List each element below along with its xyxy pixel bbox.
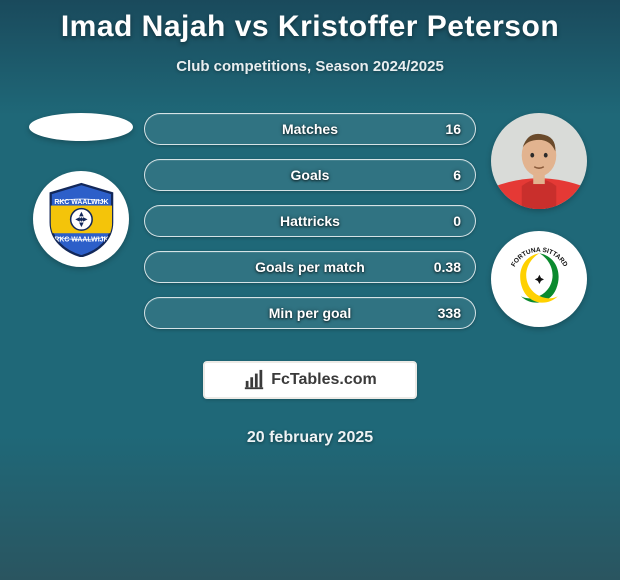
stat-value-right: 0 [439,213,475,229]
player-avatar-placeholder-left [29,113,133,141]
stat-label: Hattricks [280,213,340,229]
stat-value-right: 6 [439,167,475,183]
player-avatar-right [491,113,587,209]
stat-pill-matches: Matches 16 [144,113,476,145]
main-row: RKC WAALWIJK RKC WAALWIJK Matches 16 Goa… [0,113,620,447]
branding-badge: FcTables.com [203,361,417,399]
date-text: 20 february 2025 [247,429,373,447]
stat-label: Goals [291,167,330,183]
person-icon [491,113,587,209]
stat-pill-hattricks: Hattricks 0 [144,205,476,237]
subtitle: Club competitions, Season 2024/2025 [0,58,620,75]
club-crest-icon: FORTUNA SITTARD [501,241,578,318]
stat-label: Min per goal [269,305,351,321]
right-column: FORTUNA SITTARD [480,113,600,327]
branding-text: FcTables.com [271,371,377,389]
stat-pill-goals-per-match: Goals per match 0.38 [144,251,476,283]
svg-text:RKC WAALWIJK: RKC WAALWIJK [54,199,108,206]
stat-value-right: 338 [424,305,475,321]
club-badge-rkc-waalwijk: RKC WAALWIJK RKC WAALWIJK [33,171,129,267]
svg-text:RKC WAALWIJK: RKC WAALWIJK [54,236,108,243]
stat-value-right: 0.38 [420,259,475,275]
comparison-card: Imad Najah vs Kristoffer Peterson Club c… [0,0,620,447]
stat-value-right: 16 [431,121,475,137]
stat-pill-goals: Goals 6 [144,159,476,191]
stat-pill-min-per-goal: Min per goal 338 [144,297,476,329]
stat-label: Goals per match [255,259,365,275]
stat-label: Matches [282,121,338,137]
left-column: RKC WAALWIJK RKC WAALWIJK [20,113,140,267]
bar-chart-icon [243,369,265,391]
stats-column: Matches 16 Goals 6 Hattricks 0 Goals per… [140,113,480,447]
club-badge-fortuna-sittard: FORTUNA SITTARD [491,231,587,327]
shield-icon: RKC WAALWIJK RKC WAALWIJK [43,181,120,258]
page-title: Imad Najah vs Kristoffer Peterson [0,10,620,44]
